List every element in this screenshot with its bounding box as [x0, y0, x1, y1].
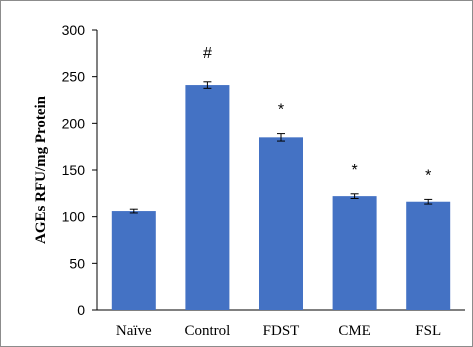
significance-marker: *: [351, 162, 357, 179]
y-tick-label: 0: [77, 302, 85, 318]
bar: [406, 201, 451, 310]
x-category-label: FSL: [415, 323, 441, 339]
bars: # * * *: [111, 45, 451, 310]
x-category-label: Naïve: [116, 323, 152, 339]
x-category-label: FDST: [263, 323, 300, 339]
x-category-label: CME: [338, 323, 371, 339]
x-axis-categories: Naïve Control FDST CME FSL: [116, 323, 441, 339]
x-category-label: Control: [184, 323, 230, 339]
bar: [332, 196, 377, 310]
bar: [111, 211, 156, 310]
y-tick-label: 100: [62, 209, 86, 225]
y-axis-ticks: 0 50 100 150 200 250 300: [62, 22, 97, 318]
y-axis-label: AGEs RFU/mg Protein: [33, 95, 49, 244]
y-tick-label: 50: [69, 255, 85, 271]
significance-marker: *: [425, 167, 431, 184]
y-tick-label: 200: [62, 115, 86, 131]
bar: [185, 85, 230, 310]
y-tick-label: 300: [62, 22, 86, 38]
significance-marker: #: [203, 45, 212, 62]
significance-marker: *: [278, 102, 284, 119]
y-tick-label: 250: [62, 69, 86, 85]
bar: [259, 137, 303, 310]
y-tick-label: 150: [62, 162, 86, 178]
